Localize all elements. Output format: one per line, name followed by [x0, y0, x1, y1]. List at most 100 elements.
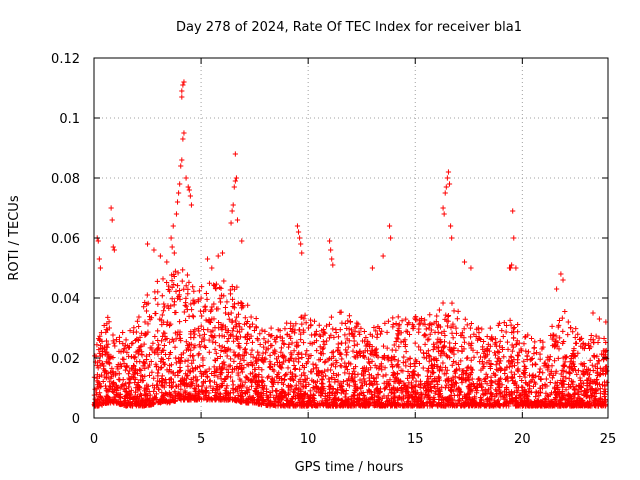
data-point [376, 325, 382, 332]
data-point [137, 391, 144, 397]
data-point [235, 352, 241, 358]
data-point [252, 388, 259, 395]
data-point [463, 370, 470, 376]
data-point [134, 401, 141, 407]
data-point [143, 308, 150, 314]
data-point [229, 208, 235, 214]
data-point [193, 388, 199, 394]
data-point [477, 359, 483, 365]
data-point [364, 399, 370, 405]
data-point [495, 348, 501, 354]
data-point [110, 244, 116, 250]
data-point [402, 343, 408, 350]
x-tick-label: 15 [407, 432, 424, 447]
data-point [104, 321, 110, 327]
data-point [560, 355, 566, 361]
data-point [229, 378, 236, 384]
data-point [177, 181, 183, 187]
data-point [439, 402, 445, 408]
data-point [323, 338, 330, 344]
data-point [386, 354, 392, 360]
data-point [96, 390, 103, 396]
data-point [301, 364, 307, 370]
data-point [533, 350, 540, 356]
data-point [502, 376, 509, 383]
data-point [197, 344, 203, 350]
data-point [334, 402, 340, 408]
data-point [257, 401, 263, 407]
data-point [556, 322, 562, 328]
data-point [422, 321, 428, 327]
data-point [253, 385, 259, 392]
data-point [533, 373, 539, 379]
data-point [178, 381, 184, 388]
data-point [255, 337, 261, 343]
data-point [539, 400, 545, 406]
data-point [466, 341, 472, 347]
data-point [447, 387, 454, 394]
data-point [158, 349, 165, 355]
data-point [238, 378, 244, 384]
data-point [429, 369, 435, 375]
data-point [186, 187, 192, 193]
data-point [459, 380, 465, 386]
data-point [330, 326, 336, 332]
data-point [224, 299, 230, 305]
data-point [183, 175, 189, 181]
data-point [589, 362, 595, 368]
data-point [244, 340, 250, 346]
data-point [493, 362, 499, 368]
data-point [233, 323, 239, 330]
data-point [243, 374, 249, 380]
data-point [94, 386, 100, 392]
data-point [161, 301, 167, 307]
data-point [556, 391, 562, 397]
data-point [584, 366, 590, 373]
data-point [188, 202, 195, 208]
data-point [249, 321, 256, 327]
data-point [296, 385, 302, 391]
data-point [294, 339, 300, 345]
data-point [190, 313, 196, 319]
data-point [103, 349, 109, 355]
data-point [203, 290, 209, 297]
data-point [164, 335, 170, 342]
data-point [133, 398, 139, 404]
data-point [346, 313, 353, 319]
data-point [392, 356, 398, 363]
data-point [186, 397, 192, 403]
data-point [175, 390, 181, 396]
data-point [511, 371, 518, 377]
data-point [108, 375, 114, 381]
data-point [195, 325, 201, 332]
x-tick-label: 0 [90, 432, 98, 447]
data-point [108, 205, 114, 211]
data-point [152, 310, 158, 317]
data-point [467, 325, 474, 331]
data-point [507, 399, 513, 405]
data-point [459, 348, 465, 355]
data-point [173, 360, 179, 366]
data-point [601, 388, 607, 395]
data-point [448, 388, 455, 394]
data-point [206, 349, 212, 355]
data-point [94, 342, 100, 348]
data-point [168, 235, 174, 241]
data-point [293, 382, 299, 388]
data-point [398, 330, 404, 336]
data-point [228, 374, 234, 380]
data-point [346, 331, 352, 337]
data-point [133, 329, 139, 335]
data-point [249, 361, 255, 367]
data-point [449, 235, 455, 241]
data-point [428, 327, 435, 333]
x-axis-ticks: 0 5 10 15 20 25 [90, 58, 616, 447]
data-point [317, 402, 323, 408]
data-point [127, 399, 133, 405]
data-point [488, 360, 494, 367]
data-point [222, 304, 229, 311]
data-point [172, 398, 178, 404]
data-point [342, 394, 348, 400]
data-point [297, 376, 303, 382]
data-points [91, 79, 610, 409]
